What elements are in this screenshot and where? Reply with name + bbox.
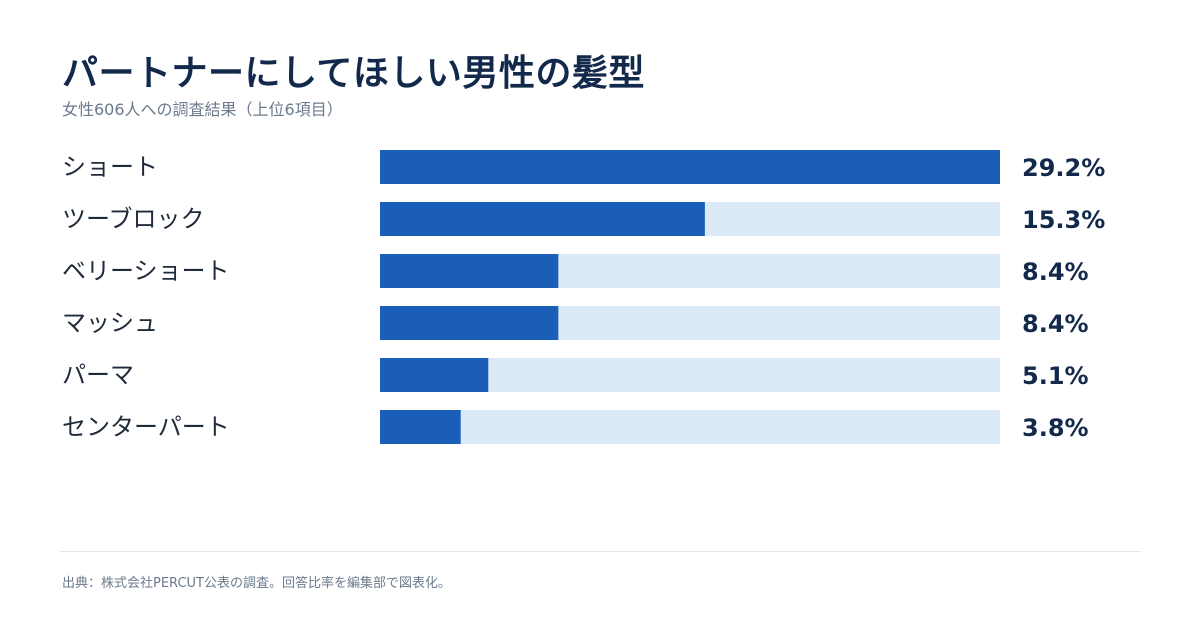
chart-subtitle: 女性606人への調査結果（上位6項目）	[62, 100, 343, 119]
category-label: パーマ	[62, 361, 134, 389]
bar	[380, 150, 1000, 184]
footer-divider	[60, 551, 1141, 552]
bar	[380, 306, 559, 340]
bar	[380, 410, 461, 444]
bar	[380, 254, 559, 288]
value-label: 3.8%	[1022, 414, 1089, 442]
category-label: センターパート	[62, 413, 230, 441]
bar-track	[380, 410, 1000, 444]
value-label: 8.4%	[1022, 258, 1089, 286]
category-label: ベリーショート	[62, 257, 230, 285]
category-label: ショート	[62, 153, 158, 181]
source-note: 出典：株式会社PERCUT公表の調査。回答比率を編集部で図表化。	[62, 576, 451, 591]
value-label: 8.4%	[1022, 310, 1089, 338]
value-label: 29.2%	[1022, 154, 1105, 182]
bar	[380, 358, 489, 392]
category-label: マッシュ	[62, 309, 158, 337]
bar	[380, 202, 705, 236]
chart-title: パートナーにしてほしい男性の髪型	[62, 53, 645, 94]
value-label: 5.1%	[1022, 362, 1089, 390]
value-label: 15.3%	[1022, 206, 1105, 234]
category-label: ツーブロック	[62, 205, 205, 233]
